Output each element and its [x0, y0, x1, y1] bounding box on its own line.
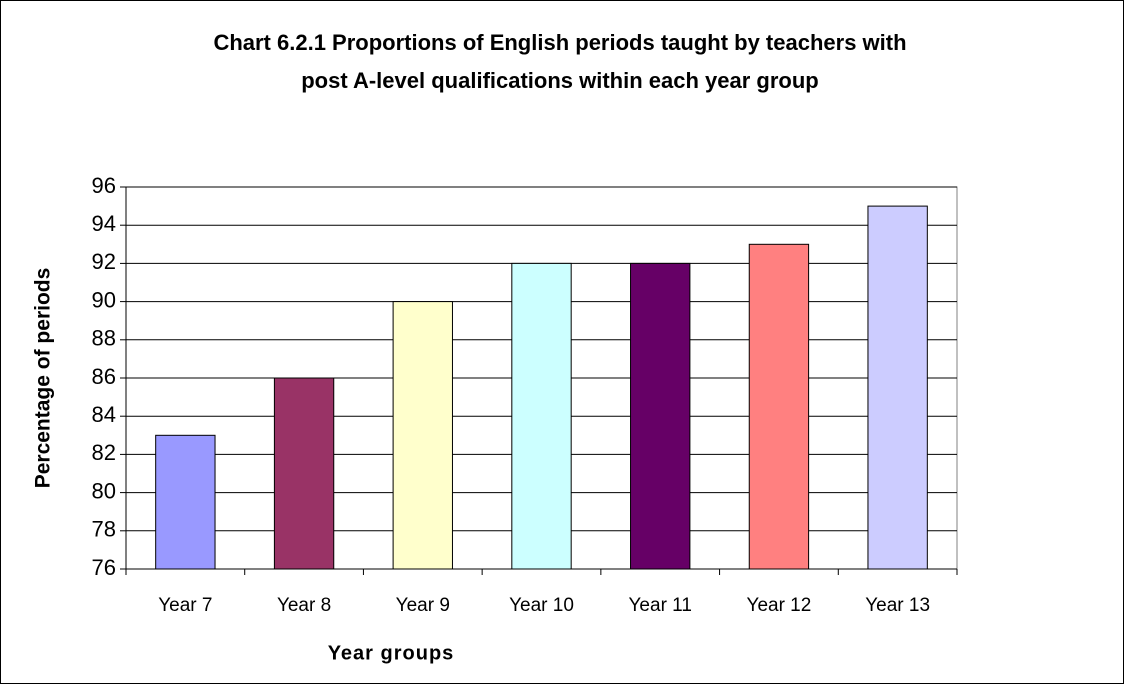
y-tick-label: 80: [92, 478, 116, 503]
bar: [748, 243, 810, 570]
y-tick-label: 84: [92, 402, 116, 427]
x-tick-label: Year 9: [396, 595, 450, 616]
x-axis-label: Year groups: [328, 642, 455, 664]
y-tick-label: 88: [92, 326, 116, 351]
y-tick-label: 82: [92, 440, 116, 465]
y-tick-label: 86: [92, 364, 116, 389]
bar: [511, 262, 572, 570]
x-tick-label: Year 12: [747, 595, 812, 616]
y-axis-label: Percentage of periods: [32, 268, 55, 489]
x-tick-label: Year 10: [509, 595, 574, 616]
bar: [155, 434, 216, 570]
x-tick-label: Year 7: [158, 595, 212, 616]
x-tick-label: Year 8: [277, 595, 331, 616]
y-tick-label: 92: [92, 249, 116, 274]
chart-title: post A-level qualifications within each …: [301, 68, 819, 93]
y-tick-label: 96: [92, 173, 116, 198]
bar: [867, 205, 928, 570]
x-tick-label: Year 13: [865, 595, 930, 616]
bar: [273, 377, 335, 570]
y-tick-label: 90: [92, 287, 116, 312]
chart-title: Chart 6.2.1 Proportions of English perio…: [213, 30, 906, 55]
bar: [392, 301, 453, 570]
y-tick-label: 78: [92, 517, 116, 542]
y-tick-label: 76: [92, 555, 116, 580]
y-tick-label: 94: [92, 211, 116, 236]
bar: [630, 262, 691, 570]
x-tick-label: Year 11: [629, 595, 692, 616]
